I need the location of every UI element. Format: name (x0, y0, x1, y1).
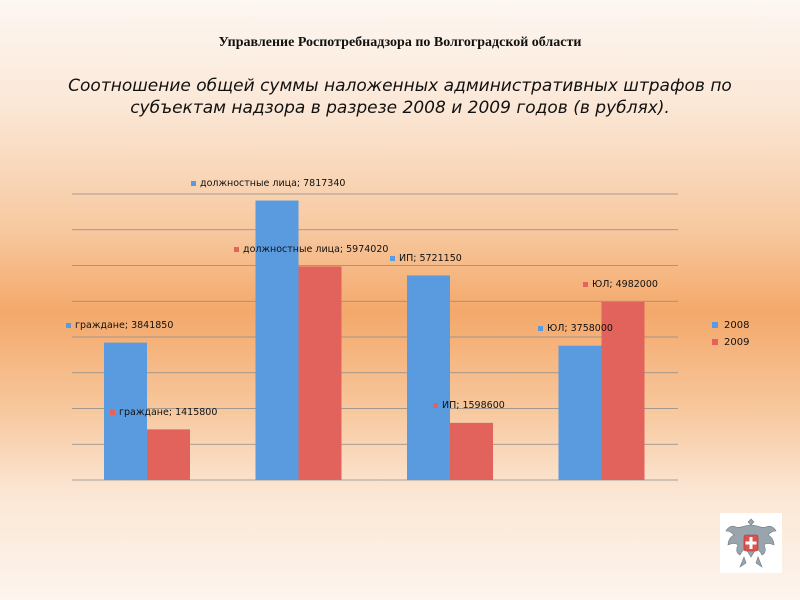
data-label-marker-1-0 (110, 410, 115, 415)
data-label-0-0: граждане; 3841850 (75, 320, 173, 331)
data-label-marker-0-2 (390, 256, 395, 261)
bar-2008-2 (407, 275, 450, 480)
data-label-marker-1-2 (433, 403, 438, 408)
data-label-0-1: должностные лица; 7817340 (200, 178, 345, 189)
data-label-1-0: граждане; 1415800 (119, 407, 217, 418)
data-label-1-2: ИП; 1598600 (442, 400, 505, 411)
data-label-marker-0-1 (191, 181, 196, 186)
legend-marker-2008 (712, 322, 718, 328)
bar-2009-1 (298, 266, 342, 480)
chart-title: Соотношение общей суммы наложенных админ… (68, 76, 732, 118)
legend-label-2009: 2009 (724, 337, 749, 348)
bar-2008-3 (558, 345, 602, 480)
data-label-1-1: должностные лица; 5974020 (243, 244, 388, 255)
data-label-0-3: ЮЛ; 3758000 (547, 323, 613, 334)
legend-marker-2009 (712, 339, 718, 345)
bar-2009-0 (147, 429, 190, 480)
org-title: Управление Роспотребнадзора по Волгоград… (218, 35, 582, 50)
bar-2008-1 (255, 200, 299, 480)
emblem-icon (720, 513, 782, 573)
data-label-1-3: ЮЛ; 4982000 (592, 279, 658, 290)
bar-2009-3 (601, 301, 645, 480)
data-label-marker-1-1 (234, 247, 239, 252)
bar-2009-2 (450, 422, 493, 480)
data-label-marker-0-0 (66, 323, 71, 328)
data-label-marker-0-3 (538, 326, 543, 331)
data-label-marker-1-3 (583, 282, 588, 287)
data-label-0-2: ИП; 5721150 (399, 253, 462, 264)
legend-label-2008: 2008 (724, 320, 749, 331)
